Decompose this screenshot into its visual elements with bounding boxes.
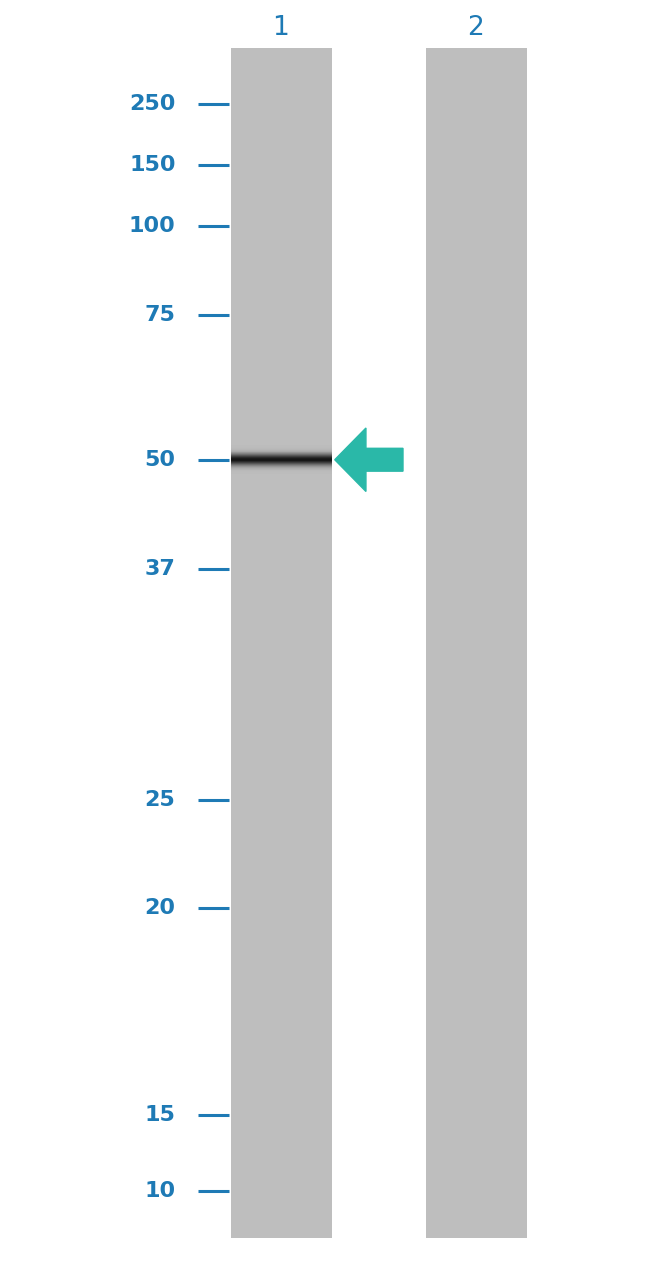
Text: 1: 1 [272,15,289,41]
FancyArrow shape [335,428,403,491]
Text: 20: 20 [144,898,176,918]
Text: 75: 75 [144,305,176,325]
Text: 10: 10 [144,1181,176,1201]
Text: 25: 25 [145,790,176,810]
Bar [231,48,332,1238]
Text: 50: 50 [144,450,176,470]
Text: 15: 15 [144,1105,176,1125]
Text: 2: 2 [467,15,484,41]
Text: 150: 150 [129,155,176,175]
Bar [426,48,526,1238]
Text: 37: 37 [144,559,176,579]
Text: 250: 250 [129,94,176,114]
Text: 100: 100 [129,216,176,236]
